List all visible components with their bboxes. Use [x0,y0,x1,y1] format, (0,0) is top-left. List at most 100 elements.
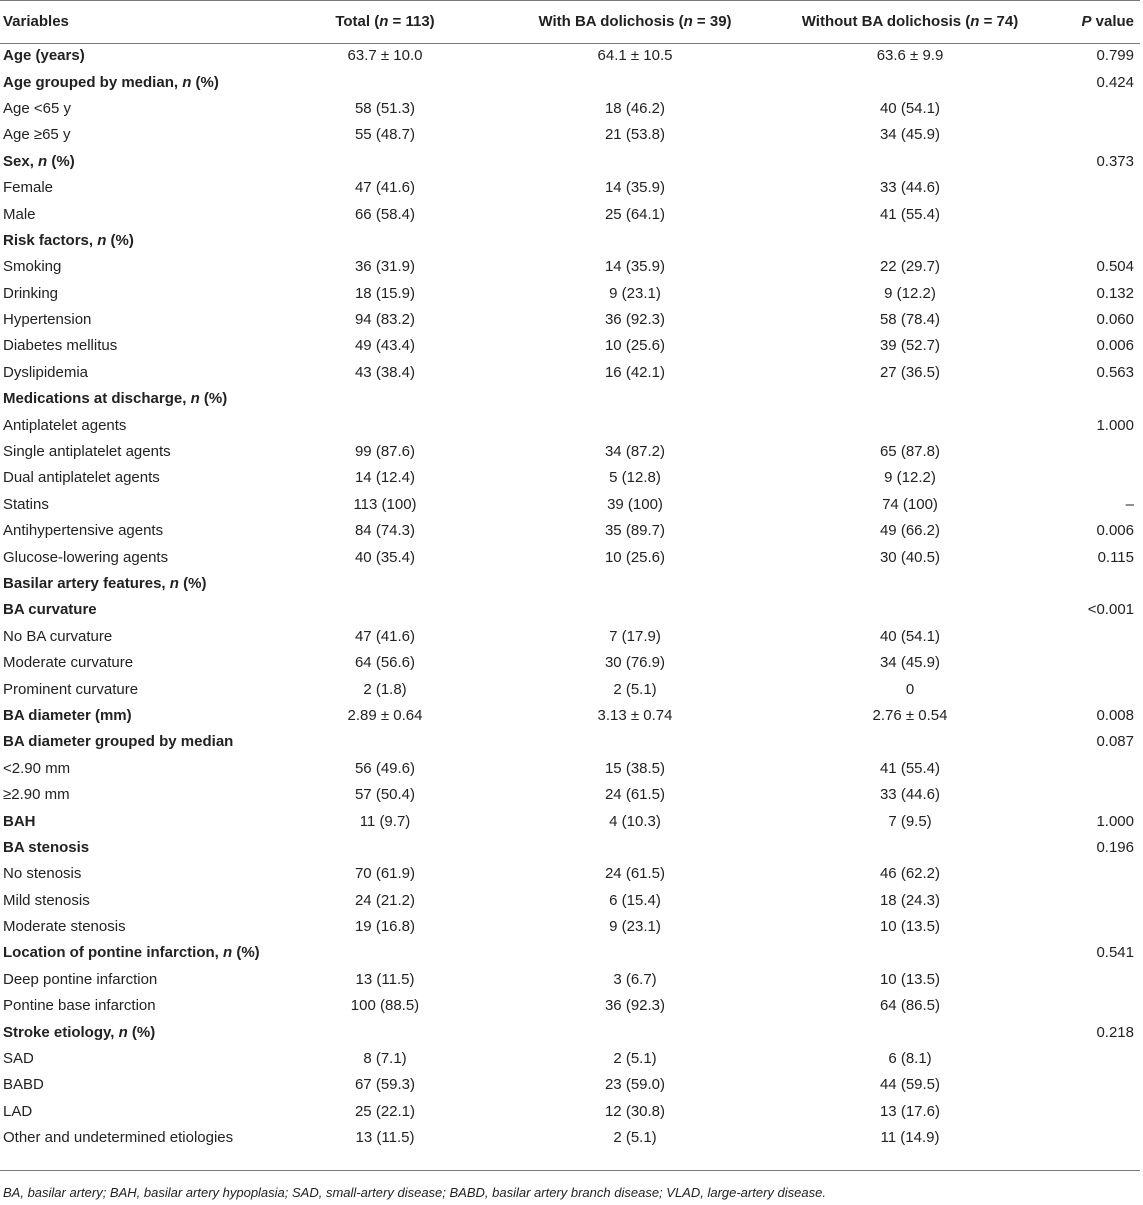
cell-total: 49 (43.4) [354,337,416,355]
table-row: SAD 8 (7.1) 2 (5.1) 6 (8.1) [0,1046,1140,1072]
cell-with-dolichosis: 36 (92.3) [604,997,666,1015]
cell-p-value [1050,228,1140,254]
cell-without-dolichosis: 18 (24.3) [879,891,941,909]
cell-p-value [1050,1046,1140,1072]
text-segment: (%) [178,575,207,592]
cell-with-dolichosis: 15 (38.5) [604,759,666,777]
row-label: Age grouped by median, n (%) [0,69,270,95]
cell-total [270,835,500,861]
table-row: BAH 11 (9.7) 4 (10.3) 7 (9.5) 1.000 [0,808,1140,834]
row-label: Age (years) [0,43,270,69]
cell-with-dolichosis: 35 (89.7) [604,522,666,540]
cell-total: 19 (16.8) [354,918,416,936]
row-label: No BA curvature [0,624,270,650]
row-label: Other and undetermined etiologies [0,1125,270,1151]
italic-text: n [683,13,693,30]
table-row: Pontine base infarction 100 (88.5) 36 (92.… [0,993,1140,1019]
row-label: Diabetes mellitus [0,333,270,359]
cell-p-value [1050,624,1140,650]
cell-with-dolichosis [500,228,770,254]
cell-total: 25 (22.1) [354,1102,416,1120]
table-row: Dual antiplatelet agents 14 (12.4) 5 (12.8… [0,465,1140,491]
cell-with-dolichosis: 3.13 ± 0.74 [597,706,673,724]
cell-without-dolichosis: 9 (12.2) [884,469,936,487]
row-label: Drinking [0,281,270,307]
cell-total [270,571,500,597]
row-label: LAD [0,1099,270,1125]
row-label: Medications at discharge, n (%) [0,386,270,412]
cell-without-dolichosis: 6 (8.1) [888,1050,932,1068]
header-with-dolichosis: With BA dolichosis (n = 39) [500,0,770,43]
cell-p-value [1050,96,1140,122]
table-row: Medications at discharge, n (%) [0,386,1140,412]
row-label: Deep pontine infarction [0,967,270,993]
text-segment: = 74) [979,13,1019,30]
cell-without-dolichosis: 22 (29.7) [879,258,941,276]
cell-without-dolichosis: 9 (12.2) [884,284,936,302]
cell-with-dolichosis: 4 (10.3) [609,812,661,830]
table-row: Mild stenosis 24 (21.2) 6 (15.4) 18 (24.3) [0,888,1140,914]
cell-with-dolichosis: 2 (5.1) [613,1050,657,1068]
cell-with-dolichosis: 2 (5.1) [613,1129,657,1147]
text-segment: Age grouped by median, [3,73,183,91]
text-segment: Diabetes mellitus [3,337,118,355]
table-row: BA curvature <0.001 [0,597,1140,623]
row-label: BA stenosis [0,835,270,861]
header-without-dolichosis: Without BA dolichosis (n = 74) [770,0,1050,43]
cell-with-dolichosis: 24 (61.5) [604,865,666,883]
text-segment: Variables [3,13,69,30]
cell-total: 58 (51.3) [354,99,416,117]
text-segment: (%) [127,1023,156,1041]
cell-with-dolichosis [500,69,770,95]
cell-p-value [1050,993,1140,1019]
italic-text: n [970,13,980,30]
cell-p-value: <0.001 [1087,601,1134,619]
row-label: Age ≥65 y [0,122,270,148]
cell-without-dolichosis: 49 (66.2) [879,522,941,540]
text-segment: BA curvature [3,601,97,619]
row-label: Antiplatelet agents [0,412,270,438]
cell-with-dolichosis: 64.1 ± 10.5 [597,47,673,65]
cell-without-dolichosis [770,412,1050,438]
cell-p-value [1050,676,1140,702]
text-segment: Moderate curvature [3,654,134,672]
cell-p-value: 0.218 [1096,1023,1134,1041]
cell-total: 94 (83.2) [354,311,416,329]
cell-total: 63.7 ± 10.0 [347,47,423,65]
table-row: Basilar artery features, n (%) [0,571,1140,597]
text-segment: Without BA dolichosis ( [801,13,971,30]
table-row: LAD 25 (22.1) 12 (30.8) 13 (17.6) [0,1099,1140,1125]
cell-without-dolichosis: 7 (9.5) [888,812,932,830]
table-row: Stroke etiology, n (%) 0.218 [0,1019,1140,1045]
cell-without-dolichosis [770,571,1050,597]
text-segment: BA diameter (mm) [3,706,132,724]
text-segment: (%) [47,152,75,170]
row-label: BAH [0,808,270,834]
row-label: Smoking [0,254,270,280]
row-label: Stroke etiology, n (%) [0,1019,270,1045]
table-row: Single antiplatelet agents 99 (87.6) 34 (8… [0,439,1140,465]
cell-without-dolichosis: 74 (100) [882,495,938,513]
header-variables: Variables [0,0,270,43]
cell-without-dolichosis [770,1019,1050,1045]
table-row: BA diameter (mm) 2.89 ± 0.64 3.13 ± 0.74 2.… [0,703,1140,729]
table-row: Glucose-lowering agents 40 (35.4) 10 (25.6… [0,544,1140,570]
table-row: BABD 67 (59.3) 23 (59.0) 44 (59.5) [0,1072,1140,1098]
cell-without-dolichosis: 41 (55.4) [879,759,941,777]
row-label: BA diameter (mm) [0,703,270,729]
cell-p-value: 0.563 [1096,363,1134,381]
table-row: Location of pontine infarction, n (%) 0.5… [0,940,1140,966]
text-segment: No stenosis [3,865,82,883]
table-row: Female 47 (41.6) 14 (35.9) 33 (44.6) [0,175,1140,201]
cell-without-dolichosis [770,69,1050,95]
cell-with-dolichosis: 9 (23.1) [609,918,661,936]
cell-without-dolichosis: 33 (44.6) [879,786,941,804]
text-segment: Male [3,205,36,223]
italic-text: n [182,73,192,91]
cell-total: 43 (38.4) [354,363,416,381]
cell-total: 2.89 ± 0.64 [347,706,423,724]
cell-total: 55 (48.7) [354,126,416,144]
row-label: Dyslipidemia [0,360,270,386]
table-row: Statins 113 (100) 39 (100) 74 (100) – [0,492,1140,518]
cell-without-dolichosis [770,149,1050,175]
